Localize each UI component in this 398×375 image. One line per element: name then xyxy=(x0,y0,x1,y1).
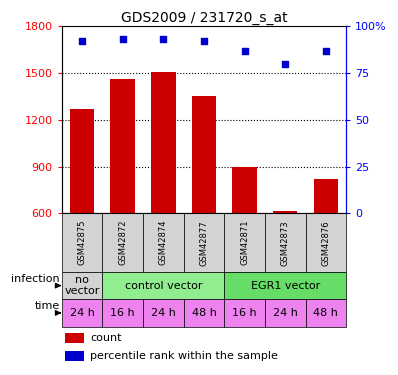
Bar xyxy=(143,299,183,327)
Text: GSM42874: GSM42874 xyxy=(159,220,168,266)
Bar xyxy=(306,213,346,272)
Bar xyxy=(265,213,306,272)
Bar xyxy=(273,211,297,213)
Bar xyxy=(102,272,224,299)
Point xyxy=(201,38,207,44)
Point xyxy=(160,36,166,42)
Bar xyxy=(102,213,143,272)
Text: count: count xyxy=(90,333,122,343)
Bar xyxy=(64,351,84,361)
Point xyxy=(323,48,329,54)
Text: 16 h: 16 h xyxy=(110,308,135,318)
Text: GSM42876: GSM42876 xyxy=(322,220,330,266)
Text: control vector: control vector xyxy=(125,280,202,291)
Text: 24 h: 24 h xyxy=(70,308,94,318)
Text: 48 h: 48 h xyxy=(191,308,217,318)
Text: no
vector: no vector xyxy=(64,275,100,296)
Bar xyxy=(151,72,176,213)
Bar xyxy=(192,96,216,213)
Text: EGR1 vector: EGR1 vector xyxy=(251,280,320,291)
Text: 24 h: 24 h xyxy=(273,308,298,318)
Point xyxy=(119,36,126,42)
Bar xyxy=(224,213,265,272)
Bar xyxy=(64,333,84,343)
Bar xyxy=(70,109,94,213)
Text: GSM42875: GSM42875 xyxy=(78,220,86,266)
Bar xyxy=(224,299,265,327)
Text: GSM42873: GSM42873 xyxy=(281,220,290,266)
Bar xyxy=(62,213,102,272)
Point xyxy=(79,38,85,44)
Bar xyxy=(306,299,346,327)
Text: 24 h: 24 h xyxy=(151,308,176,318)
Bar xyxy=(62,272,102,299)
Text: 48 h: 48 h xyxy=(314,308,338,318)
Title: GDS2009 / 231720_s_at: GDS2009 / 231720_s_at xyxy=(121,11,287,25)
Text: 16 h: 16 h xyxy=(232,308,257,318)
Point xyxy=(282,61,289,67)
Bar xyxy=(265,299,306,327)
Bar xyxy=(224,272,346,299)
Bar xyxy=(183,213,224,272)
Text: GSM42871: GSM42871 xyxy=(240,220,249,266)
Bar xyxy=(183,299,224,327)
Bar xyxy=(62,299,102,327)
Bar xyxy=(314,179,338,213)
Bar xyxy=(102,299,143,327)
Text: time: time xyxy=(34,301,60,311)
Text: percentile rank within the sample: percentile rank within the sample xyxy=(90,351,278,361)
Point xyxy=(242,48,248,54)
Text: GSM42877: GSM42877 xyxy=(199,220,209,266)
Text: infection: infection xyxy=(11,274,60,284)
Bar xyxy=(111,79,135,213)
Bar xyxy=(232,166,257,213)
Text: GSM42872: GSM42872 xyxy=(118,220,127,266)
Bar xyxy=(143,213,183,272)
